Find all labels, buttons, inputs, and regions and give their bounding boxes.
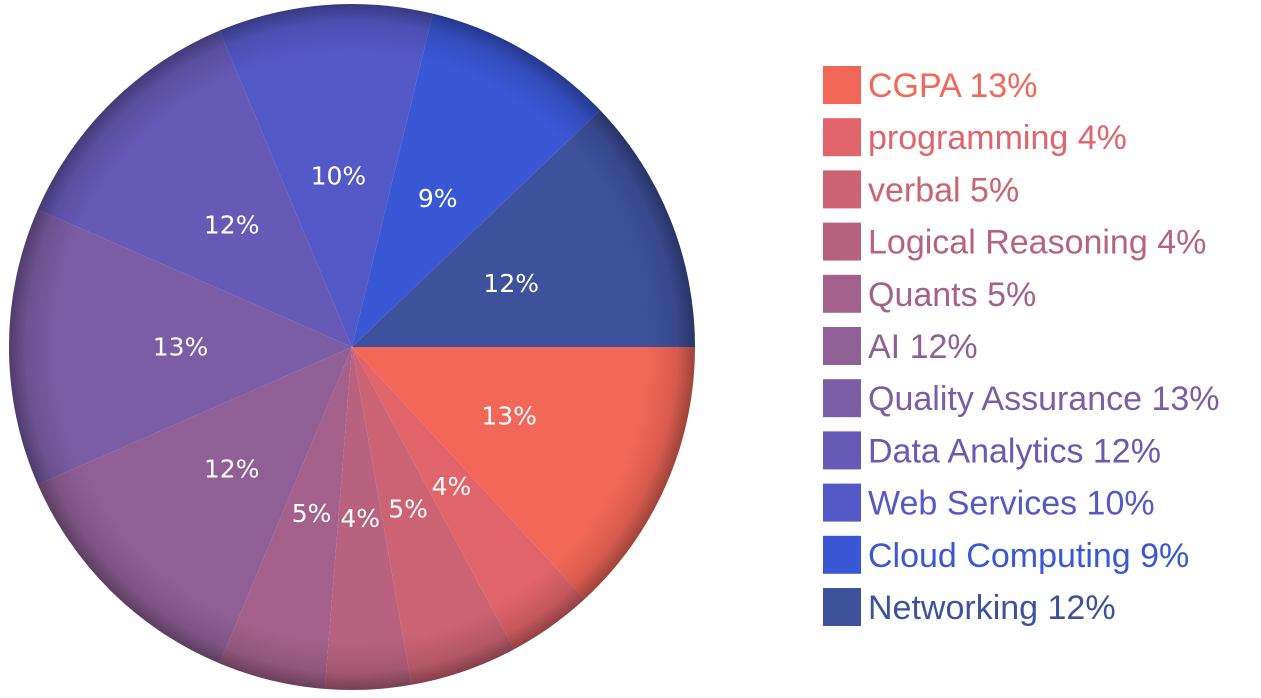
slice-label-ai: 12% (204, 455, 260, 484)
legend-swatch (823, 379, 861, 418)
legend-swatch (823, 118, 861, 157)
legend-label: Quants 5% (868, 276, 1036, 314)
legend-item-web-services: Web Services 10% (823, 483, 1155, 523)
legend-label: Quality Assurance 13% (868, 380, 1220, 418)
legend-swatch (823, 327, 861, 365)
legend-label: Cloud Computing 9% (868, 537, 1189, 575)
slice-label-networking: 12% (483, 269, 539, 298)
slice-label-programming: 4% (432, 472, 472, 501)
legend-item-verbal: verbal 5% (823, 170, 1019, 209)
slice-label-logical-reasoning: 4% (340, 504, 380, 533)
slice-label-cloud-computing: 9% (418, 184, 458, 213)
legend: CGPA 13% programming 4% verbal 5% Logical R… (823, 66, 1220, 627)
legend-label: CGPA 13% (868, 67, 1037, 105)
legend-label: Data Analytics 12% (868, 432, 1161, 470)
slice-label-cgpa: 13% (481, 401, 537, 430)
slice-label-quality-assurance: 13% (153, 333, 209, 362)
pie-slices (8, 3, 695, 690)
legend-swatch (823, 274, 861, 313)
legend-item-data-analytics: Data Analytics 12% (823, 431, 1161, 470)
legend-label: Networking 12% (868, 589, 1116, 627)
legend-label: verbal 5% (868, 171, 1019, 209)
legend-item-cgpa: CGPA 13% (823, 66, 1037, 105)
slice-labels: 13%4%5%4%5%12%13%12%10%9%12% (153, 162, 539, 533)
legend-item-cloud-computing: Cloud Computing 9% (823, 535, 1189, 575)
legend-label: Web Services 10% (868, 485, 1155, 523)
legend-swatch (823, 535, 861, 574)
legend-swatch (823, 222, 861, 261)
legend-item-ai: AI 12% (823, 327, 978, 366)
legend-item-logical-reasoning: Logical Reasoning 4% (823, 222, 1206, 262)
slice-label-verbal: 5% (388, 495, 428, 524)
legend-item-networking: Networking 12% (823, 588, 1116, 627)
legend-label: programming 4% (868, 119, 1127, 157)
legend-label: AI 12% (868, 328, 978, 366)
legend-swatch (823, 66, 861, 104)
legend-label: Logical Reasoning 4% (868, 224, 1206, 262)
legend-swatch (823, 483, 861, 522)
slice-label-quants: 5% (292, 499, 332, 528)
legend-item-quality-assurance: Quality Assurance 13% (823, 379, 1220, 418)
legend-item-programming: programming 4% (823, 118, 1127, 157)
slice-label-web-services: 10% (311, 162, 367, 191)
legend-swatch (823, 588, 861, 626)
legend-item-quants: Quants 5% (823, 274, 1036, 314)
slice-label-data-analytics: 12% (204, 210, 260, 239)
legend-swatch (823, 431, 861, 470)
legend-swatch (823, 170, 861, 209)
